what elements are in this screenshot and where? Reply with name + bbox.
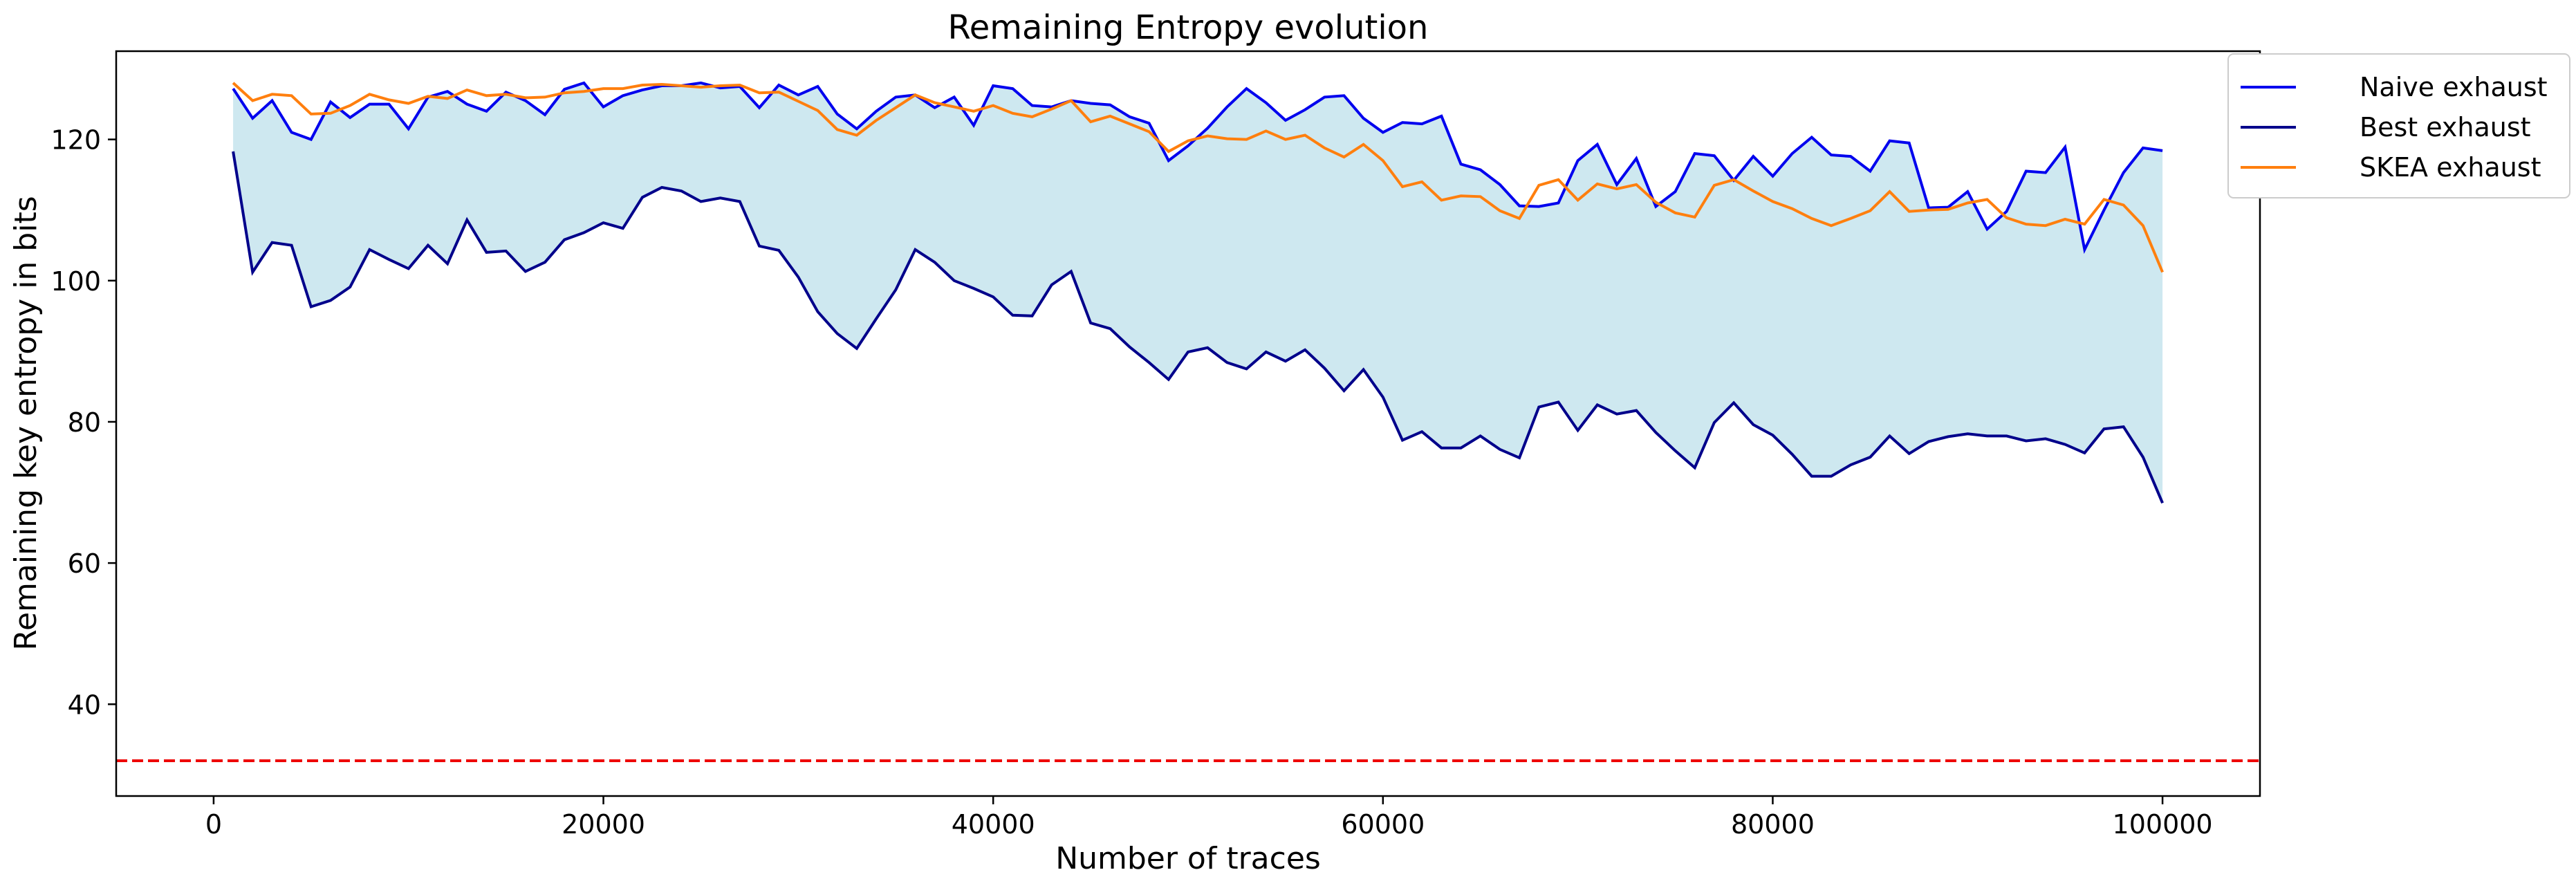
y-tick-label: 80 — [68, 407, 101, 438]
x-axis: 0 20000 40000 60000 80000 100000 — [205, 796, 2213, 840]
y-tick-label: 60 — [68, 548, 101, 579]
x-tick-label: 100000 — [2113, 809, 2213, 840]
series-line-skea-exhaust — [232, 82, 2164, 273]
x-axis-label: Number of traces — [1055, 841, 1321, 876]
legend-label-skea-exhaust: SKEA exhaust — [2360, 152, 2541, 183]
fill-between-band — [233, 82, 2163, 503]
y-axis-label: Remaining key entropy in bits — [8, 196, 44, 650]
x-tick-label: 0 — [205, 809, 222, 840]
legend-box — [2227, 53, 2570, 198]
y-axis: 40 60 80 100 120 — [50, 125, 116, 720]
y-tick-label: 120 — [50, 125, 101, 156]
plot-area — [116, 81, 2260, 762]
chart-title: Remaining Entropy evolution — [948, 8, 1429, 47]
legend-label-best-exhaust: Best exhaust — [2360, 112, 2531, 142]
plot-frame — [115, 50, 2261, 797]
series-line-best-exhaust — [232, 151, 2164, 504]
y-tick-label: 40 — [68, 690, 101, 720]
legend-label-naive-exhaust: Naive exhaust — [2360, 72, 2548, 102]
x-tick-label: 40000 — [952, 809, 1035, 840]
x-tick-label: 60000 — [1341, 809, 1425, 840]
legend: Naive exhaust Best exhaust SKEA exhaust — [2227, 53, 2570, 198]
x-tick-label: 80000 — [1731, 809, 1815, 840]
x-tick-label: 20000 — [562, 809, 645, 840]
y-tick-label: 100 — [50, 266, 101, 297]
